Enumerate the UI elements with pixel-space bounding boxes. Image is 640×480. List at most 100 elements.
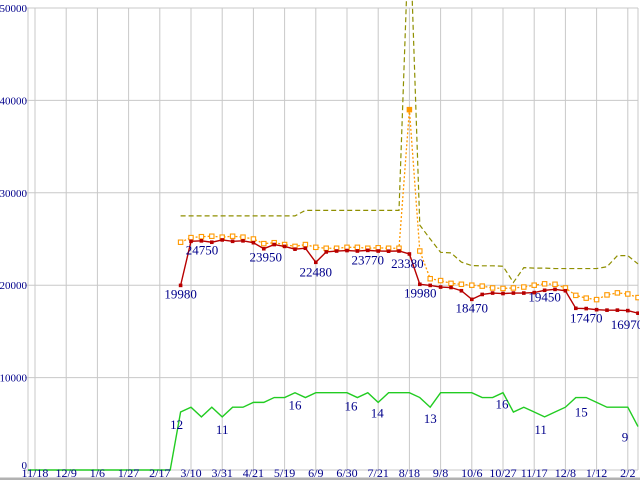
x-tick-label: 12/8 xyxy=(555,466,576,480)
series-red-marker xyxy=(241,239,245,243)
x-tick-label: 6/9 xyxy=(308,466,323,480)
x-tick-label: 1/27 xyxy=(118,466,139,480)
point-label: 11 xyxy=(216,422,229,437)
bottom-edge-bar xyxy=(0,477,640,480)
x-tick-label: 2/2 xyxy=(620,466,635,480)
series-red-marker xyxy=(397,249,401,253)
series-red-marker xyxy=(594,307,599,312)
point-label: 11 xyxy=(534,422,547,437)
series-orange-marker xyxy=(489,285,496,291)
series-red-marker xyxy=(324,250,328,254)
series-orange-marker xyxy=(604,292,610,298)
series-orange-marker xyxy=(458,281,465,288)
series-orange-marker xyxy=(209,233,215,239)
series-red-marker xyxy=(251,240,256,245)
point-label: 12 xyxy=(170,417,183,432)
series-red-marker xyxy=(210,240,214,245)
series-red-marker xyxy=(449,285,453,290)
point-label: 16 xyxy=(289,398,303,413)
series-red-marker xyxy=(501,291,505,296)
series-orange-marker xyxy=(323,245,329,251)
series-red-marker xyxy=(553,287,557,292)
series-red-marker xyxy=(438,285,443,289)
series-red-marker xyxy=(355,249,360,253)
x-tick-label: 3/10 xyxy=(180,466,201,480)
series-red-marker xyxy=(511,291,516,295)
series-orange-marker xyxy=(427,275,433,282)
series-orange-marker xyxy=(250,236,257,242)
point-label: 16 xyxy=(345,399,359,414)
series-red-marker xyxy=(293,247,297,251)
series-red-marker xyxy=(563,288,568,293)
point-label: 19450 xyxy=(528,289,561,304)
x-tick-label: 1/12 xyxy=(586,466,607,480)
x-tick-label: 10/27 xyxy=(489,466,516,480)
series-red-marker xyxy=(532,290,536,295)
series-red-marker xyxy=(178,283,183,288)
series-orange-marker xyxy=(406,106,413,113)
series-red-marker xyxy=(386,249,391,253)
series-orange-marker xyxy=(614,290,621,296)
series-red-marker xyxy=(376,249,380,253)
series-red-marker xyxy=(189,239,193,244)
series-orange-marker xyxy=(541,281,548,287)
series-red-marker xyxy=(480,292,484,297)
y-tick-label: 10000 xyxy=(0,373,28,385)
point-label: 24750 xyxy=(186,242,219,257)
series-orange-marker xyxy=(635,294,639,301)
series-orange-marker xyxy=(500,285,506,292)
x-tick-label: 10/6 xyxy=(461,466,482,480)
series-orange-marker xyxy=(521,284,527,290)
series-orange-marker xyxy=(593,296,600,303)
x-tick-label: 1/6 xyxy=(90,466,105,480)
series-red-marker xyxy=(220,238,224,242)
series-orange-marker xyxy=(188,234,194,241)
point-label: 23950 xyxy=(250,250,283,265)
series-red-marker xyxy=(605,308,609,312)
point-label: 16 xyxy=(496,397,510,412)
series-orange-marker xyxy=(240,234,246,240)
series-red-marker xyxy=(542,288,547,293)
series-red-marker xyxy=(626,308,630,313)
series-orange-marker xyxy=(354,244,361,251)
series-orange-marker xyxy=(448,280,454,287)
point-label: 14 xyxy=(371,405,385,420)
point-label: 15 xyxy=(575,405,588,420)
series-orange-marker xyxy=(573,292,579,299)
y-tick-label: 50000 xyxy=(0,3,28,15)
series-orange-marker xyxy=(229,233,236,239)
x-tick-label: 6/30 xyxy=(336,466,357,480)
point-label: 23770 xyxy=(352,252,385,267)
x-tick-label: 4/21 xyxy=(243,466,264,480)
x-tick-label: 2/17 xyxy=(149,466,170,480)
series-red-marker xyxy=(470,297,474,302)
series-orange-marker xyxy=(313,244,319,251)
series-olive-line xyxy=(180,0,639,284)
point-label: 19980 xyxy=(404,285,437,300)
series-orange-marker xyxy=(510,285,517,291)
x-tick-label: 7/21 xyxy=(368,466,389,480)
series-red-marker xyxy=(459,288,464,293)
series-orange-marker xyxy=(198,233,205,240)
series-red-marker xyxy=(428,283,432,288)
series-red-marker xyxy=(407,252,412,256)
series-orange-marker xyxy=(302,241,309,248)
series-orange-marker xyxy=(177,239,184,245)
point-label: 17470 xyxy=(570,311,603,326)
x-tick-label: 8/18 xyxy=(399,466,420,480)
point-label: 13 xyxy=(424,411,437,426)
series-orange-marker xyxy=(552,281,558,288)
series-red-marker xyxy=(615,308,620,312)
x-tick-label: 3/31 xyxy=(212,466,233,480)
series-orange-marker xyxy=(261,240,267,247)
x-tick-label: 11/17 xyxy=(521,466,548,480)
series-red-marker xyxy=(418,282,422,287)
series-red-marker xyxy=(199,239,204,243)
y-tick-label: 20000 xyxy=(0,280,28,292)
series-red-marker xyxy=(314,260,318,265)
point-label: 19980 xyxy=(164,286,197,301)
y-tick-label: 0 xyxy=(22,460,28,472)
series-orange-marker xyxy=(531,282,537,288)
